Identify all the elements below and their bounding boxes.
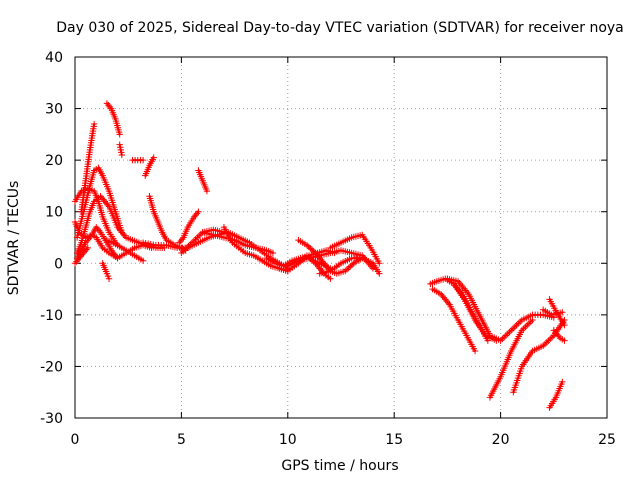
series-arc-36 (510, 316, 568, 396)
series-arc-27 (305, 247, 377, 272)
series-arc-35 (486, 316, 536, 401)
series-markers (129, 156, 147, 164)
plot-frame (74, 56, 608, 419)
x-axis-label: GPS time / hours (281, 458, 398, 474)
series-markers (327, 231, 383, 267)
series-arc-16 (176, 208, 202, 246)
series-markers (103, 100, 123, 138)
series-markers (195, 167, 211, 195)
x-tick-labels: 0 5 10 15 20 25 (71, 432, 616, 448)
y-tick-label: 40 (45, 50, 63, 66)
x-tick-label: 10 (279, 432, 297, 448)
y-tick-label: -30 (40, 411, 63, 427)
series-arc-19 (199, 229, 277, 257)
series-markers (429, 285, 479, 355)
series-markers (486, 316, 536, 401)
x-tick-label: 20 (492, 432, 510, 448)
y-tick-label: -20 (40, 359, 63, 375)
series-arc-18 (195, 167, 211, 195)
data-series (71, 100, 568, 411)
series-arc-03 (73, 164, 126, 241)
series-markers (142, 154, 157, 179)
y-tick-label: 30 (45, 102, 63, 118)
chart-title: Day 030 of 2025, Sidereal Day-to-day VTE… (56, 20, 624, 36)
series-arc-26 (327, 231, 383, 267)
series-arc-30 (444, 275, 557, 344)
y-tick-label: 0 (54, 256, 63, 272)
grid-lines (75, 57, 607, 418)
series-markers (199, 229, 277, 257)
series-arc-06 (116, 141, 126, 159)
series-markers (510, 316, 568, 396)
series-markers (176, 208, 202, 246)
series-arc-11 (99, 260, 113, 282)
y-tick-label: 20 (45, 153, 63, 169)
y-axis-label: SDTVAR / TECUs (6, 181, 22, 296)
series-arc-07 (129, 156, 147, 164)
x-tick-label: 5 (177, 432, 186, 448)
axis-ticks (74, 56, 608, 419)
x-tick-label: 25 (598, 432, 616, 448)
series-arc-29 (429, 285, 479, 355)
series-markers (305, 247, 377, 272)
y-tick-labels: -30 -20 -10 0 10 20 30 40 (40, 50, 63, 427)
series-arc-05 (103, 100, 123, 138)
series-arc-08 (142, 154, 157, 179)
y-tick-label: -10 (40, 308, 63, 324)
y-tick-label: 10 (45, 205, 63, 221)
series-markers (450, 280, 500, 344)
x-tick-label: 15 (385, 432, 403, 448)
series-markers (103, 236, 147, 264)
series-arc-04 (78, 120, 98, 215)
series-arc-31 (450, 280, 500, 344)
series-markers (546, 378, 566, 411)
series-markers (99, 260, 113, 282)
series-markers (78, 120, 98, 215)
x-tick-label: 0 (71, 432, 80, 448)
series-arc-13 (103, 236, 147, 264)
series-markers (116, 141, 126, 159)
series-arc-37 (546, 378, 566, 411)
